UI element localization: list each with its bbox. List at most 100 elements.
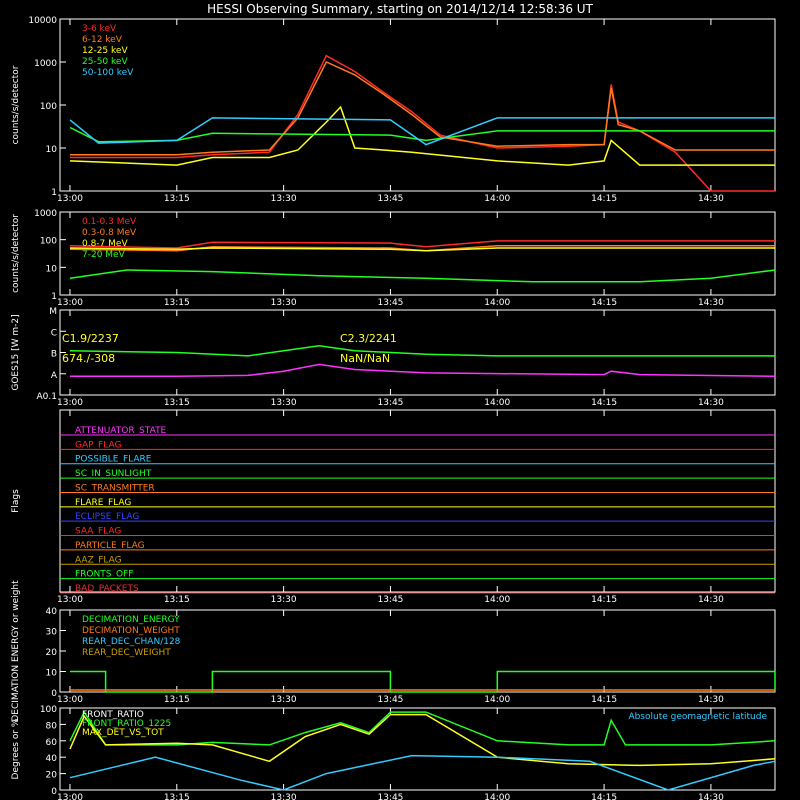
decimation-x-tick-label: 14:15	[591, 695, 617, 705]
decimation-y-tick-label: 30	[46, 628, 58, 638]
flags-x-tick-label: 13:45	[377, 595, 403, 605]
flags-x-tick-label: 14:30	[698, 595, 724, 605]
ratios-y-tick-label: 100	[40, 705, 57, 715]
lo_energy-x-tick-label: 14:00	[484, 194, 510, 204]
ratios-x-tick-label: 14:30	[698, 793, 724, 800]
hi_energy-legend-entry: 7-20 MeV	[82, 250, 126, 260]
hi_energy-legend-entry: 0.3-0.8 MeV	[82, 228, 137, 238]
goes-y-tick-label: A	[51, 371, 58, 381]
lo_energy-x-tick-label: 13:45	[377, 194, 403, 204]
hi_energy-series-2-line	[69, 247, 775, 252]
decimation-x-tick-label: 14:00	[484, 695, 510, 705]
decimation-series-0-line	[70, 670, 776, 693]
lo_energy-y-tick-label: 10000	[28, 16, 57, 26]
ratios-x-tick-label: 13:00	[57, 793, 83, 800]
goes-x-tick-label: 13:45	[377, 398, 403, 408]
hi_energy-y-tick-label: 10	[46, 264, 58, 274]
hi_energy-plot-frame	[59, 211, 776, 296]
decimation-legend-entry: REAR_DEC_CHAN/128	[82, 637, 181, 647]
flag-label-attenuator_state: ATTENUATOR_STATE	[75, 426, 167, 436]
decimation-y-tick-label: 0	[51, 689, 57, 699]
goes-y-tick-label: M	[49, 307, 57, 317]
flag-label-possible_flare: POSSIBLE_FLARE	[75, 455, 152, 465]
lo_energy-y-tick-label: 1	[51, 188, 57, 198]
flags-x-tick-label: 13:30	[271, 595, 297, 605]
flag-label-sc_in_sunlight: SC_IN_SUNLIGHT	[75, 469, 152, 479]
flag-label-gap_flag: GAP_FLAG	[75, 440, 121, 450]
goes-y-tick-label: B	[51, 350, 57, 360]
ratios-y-tick-label: 80	[46, 721, 58, 731]
ratios-x-tick-label: 13:15	[164, 793, 190, 800]
hi_energy-y-tick-label: 1	[51, 292, 57, 302]
ratios-legend-entry: FRONT_RATIO_1225	[82, 719, 171, 729]
hi_energy-x-tick-label: 14:30	[698, 298, 724, 308]
decimation-x-tick-label: 13:45	[377, 695, 403, 705]
lo_energy-x-tick-label: 14:30	[698, 194, 724, 204]
hi_energy-y-tick-label: 100	[40, 237, 57, 247]
flag-label-bad_packets: BAD_PACKETS	[75, 584, 139, 594]
decimation-y-tick-label: 40	[46, 607, 58, 617]
lo_energy-legend-entry: 6-12 keV	[82, 35, 123, 45]
lo_energy-x-tick-label: 13:15	[164, 194, 190, 204]
goes-y-tick-label: A0.1	[37, 392, 57, 402]
lo_energy-y-tick-label: 1000	[34, 59, 57, 69]
ratios-plot-frame	[59, 707, 776, 791]
lo_energy-x-tick-label: 13:30	[271, 194, 297, 204]
goes-x-tick-label: 14:15	[591, 398, 617, 408]
hi_energy-legend-entry: 0.1-0.3 MeV	[82, 217, 137, 227]
ratios-y-tick-label: 40	[46, 754, 58, 764]
goes-series-0-line	[69, 344, 775, 357]
decimation-x-tick-label: 14:30	[698, 695, 724, 705]
flag-label-eclipse_flag: ECLIPSE_FLAG	[75, 512, 139, 522]
goes-y-tick-label: C	[51, 328, 57, 338]
decimation-legend-entry: DECIMATION_ENERGY	[82, 615, 180, 625]
flag-label-aaz_flag: AAZ_FLAG	[75, 555, 122, 565]
hi_energy-x-tick-label: 14:00	[484, 298, 510, 308]
ratios-legend-entry: MAX_DET_VS_TOT	[82, 728, 164, 738]
hi_energy-x-tick-label: 13:30	[271, 298, 297, 308]
flags-x-tick-label: 14:15	[591, 595, 617, 605]
hi_energy-x-tick-label: 14:15	[591, 298, 617, 308]
hi_energy-y-axis-label: counts/s/detector	[11, 214, 21, 293]
goes-annotation: C2.3/2241	[340, 332, 397, 345]
hi_energy-legend-entry: 0.8-7 MeV	[82, 239, 128, 249]
lo_energy-legend-entry: 25-50 keV	[82, 57, 128, 67]
decimation-y-tick-label: 20	[46, 648, 58, 658]
ratios-x-tick-label: 13:30	[271, 793, 297, 800]
goes-x-tick-label: 14:30	[698, 398, 724, 408]
geomag-label: Absolute geomagnetic latitude	[628, 712, 767, 722]
lo_energy-legend-entry: 3-6 keV	[82, 24, 117, 34]
goes-y-axis-label: GOES15 [W m-2]	[11, 314, 21, 390]
lo_energy-legend-entry: 12-25 keV	[82, 46, 128, 56]
hi_energy-x-tick-label: 13:45	[377, 298, 403, 308]
ratios-y-axis-label: Degrees or %	[11, 718, 21, 779]
lo_energy-series-3-line	[69, 126, 775, 143]
goes-x-tick-label: 14:00	[484, 398, 510, 408]
flag-label-fronts_off: FRONTS_OFF	[75, 570, 133, 580]
goes-annotation: NaN/NaN	[340, 352, 390, 365]
flags-x-tick-label: 14:00	[484, 595, 510, 605]
lo_energy-x-tick-label: 13:00	[57, 194, 83, 204]
decimation-legend-entry: DECIMATION_WEIGHT	[82, 626, 180, 636]
ratios-series-1-line	[69, 710, 776, 746]
goes-x-tick-label: 13:00	[57, 398, 83, 408]
decimation-x-tick-label: 13:00	[57, 695, 83, 705]
flags-x-tick-label: 13:15	[164, 595, 190, 605]
hi_energy-x-tick-label: 13:00	[57, 298, 83, 308]
hi_energy-x-tick-label: 13:15	[164, 298, 190, 308]
hi_energy-series-3-line	[69, 269, 776, 283]
chart-title: HESSI Observing Summary, starting on 201…	[207, 2, 593, 16]
ratios-series-3-line	[69, 754, 776, 791]
decimation-legend-entry: REAR_DEC_WEIGHT	[82, 648, 171, 658]
flags-x-tick-label: 13:00	[57, 595, 83, 605]
decimation-y-tick-label: 10	[46, 669, 58, 679]
decimation-x-tick-label: 13:30	[271, 695, 297, 705]
flag-label-sc_transmitter: SC_TRANSMITTER	[75, 483, 155, 493]
lo_energy-y-axis-label: counts/s/detector	[11, 65, 21, 144]
lo_energy-y-tick-label: 10	[46, 145, 58, 155]
panels: 13:00 13:15 13:30 13:45 14:00 14:15 14:3011010…	[11, 16, 776, 800]
goes-series-1-line	[70, 363, 776, 378]
lo_energy-series-2-line	[69, 105, 775, 166]
